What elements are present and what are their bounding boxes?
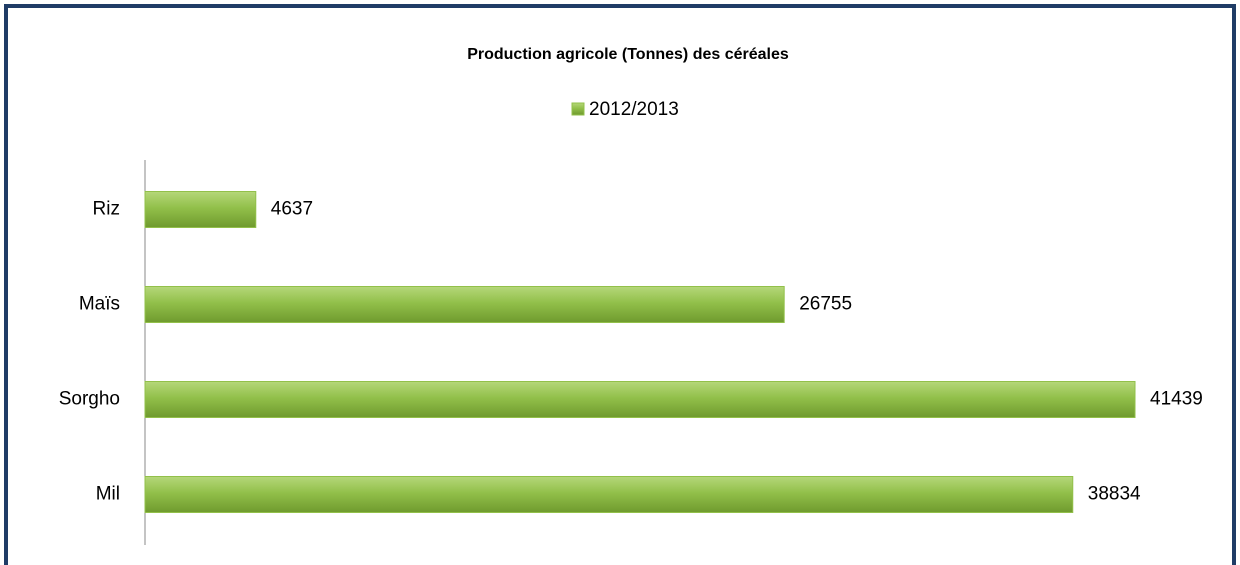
data-label: 26755	[799, 294, 852, 315]
bar	[144, 191, 257, 228]
data-label: 41439	[1150, 389, 1203, 410]
y-tick-label: Maïs	[79, 294, 120, 315]
bar	[144, 476, 1074, 513]
data-label: 38834	[1088, 484, 1141, 505]
bar	[144, 286, 785, 323]
y-tick-label: Sorgho	[59, 389, 120, 410]
legend-swatch	[571, 102, 585, 116]
bar	[144, 381, 1136, 418]
y-tick-label: Riz	[93, 199, 120, 220]
data-label: 4637	[271, 199, 313, 220]
frame	[4, 4, 1236, 565]
legend-label: 2012/2013	[589, 99, 679, 120]
chart-title: Production agricole (Tonnes) des céréale…	[467, 46, 789, 63]
y-tick-label: Mil	[96, 484, 120, 505]
